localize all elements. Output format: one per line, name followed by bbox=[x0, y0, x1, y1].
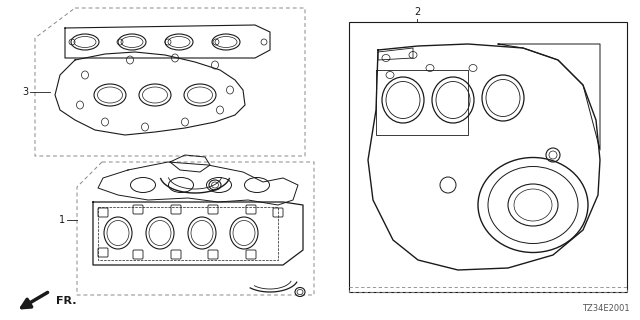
Text: 3: 3 bbox=[22, 87, 28, 97]
Bar bbox=[349, 287, 627, 292]
Text: TZ34E2001: TZ34E2001 bbox=[582, 304, 630, 313]
Bar bbox=[349, 22, 627, 292]
Text: FR.: FR. bbox=[56, 296, 77, 306]
Text: 1: 1 bbox=[59, 215, 65, 225]
Text: 2: 2 bbox=[414, 7, 420, 17]
